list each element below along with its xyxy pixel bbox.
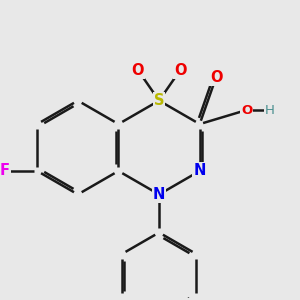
Text: H: H: [265, 103, 275, 116]
Text: N: N: [194, 164, 206, 178]
Text: O: O: [210, 70, 222, 85]
Text: S: S: [154, 93, 164, 108]
Text: F: F: [0, 164, 9, 178]
Text: O: O: [174, 63, 186, 78]
Text: O: O: [132, 63, 144, 78]
Text: O: O: [241, 103, 252, 116]
Text: N: N: [153, 187, 165, 202]
